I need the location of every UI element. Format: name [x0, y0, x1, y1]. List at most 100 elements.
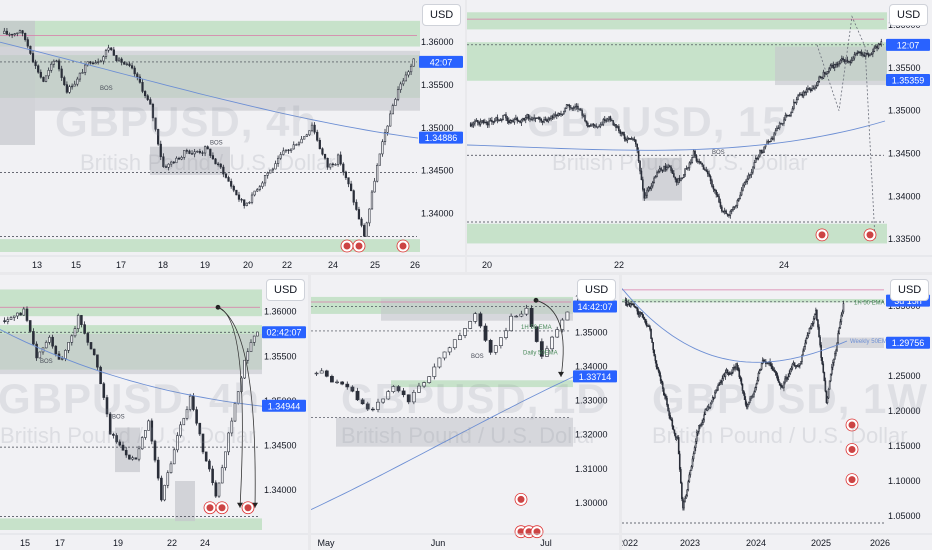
projection-path	[816, 15, 876, 240]
candle-body	[172, 449, 176, 465]
chart-panel-3[interactable]: BOSBOS1.360001.355001.350001.345001.3400…	[0, 275, 308, 550]
candle-body	[849, 61, 852, 63]
event-icon	[530, 525, 544, 539]
candle-body	[128, 63, 131, 66]
candle-body	[746, 178, 749, 182]
candle-body	[575, 105, 578, 108]
candle-body	[802, 91, 805, 97]
candle-body	[712, 186, 715, 190]
chart-svg[interactable]: BOSBOS1.360001.355001.350001.345001.3400…	[0, 275, 308, 550]
candle-body	[120, 58, 123, 63]
candle-body	[711, 397, 714, 403]
candle-body	[339, 154, 342, 165]
currency-button[interactable]: USD	[422, 4, 462, 26]
candle-body	[154, 117, 157, 130]
candle-body	[595, 125, 598, 128]
candle-body	[360, 218, 363, 226]
candle-body	[159, 143, 162, 158]
candle-body	[386, 391, 391, 400]
price-badge	[419, 131, 463, 144]
candle-body	[514, 315, 519, 318]
candle-body	[657, 368, 660, 372]
candle-body	[661, 382, 664, 389]
candle-body	[718, 196, 720, 203]
candle-body	[755, 383, 758, 388]
candle-body	[237, 194, 241, 200]
candle-body	[833, 358, 835, 363]
candle-body	[287, 149, 290, 152]
chart-panel-2[interactable]: BOS1.360001.355001.350001.345001.340001.…	[467, 0, 932, 272]
candle-body	[818, 326, 820, 338]
candle-body	[572, 107, 575, 109]
candle-body	[634, 139, 637, 145]
candle-body	[732, 367, 734, 373]
candle-body	[44, 75, 48, 82]
candle-body	[321, 148, 324, 155]
candle-body	[581, 110, 583, 116]
candle-body	[601, 124, 603, 126]
candle-body	[488, 120, 490, 126]
candle-body	[733, 206, 736, 208]
candle-body	[149, 99, 152, 105]
currency-button[interactable]: USD	[890, 279, 930, 301]
candle-body	[495, 117, 497, 122]
candle-body	[678, 453, 681, 470]
candle-body	[664, 165, 667, 170]
candle-body	[598, 125, 600, 128]
price-zone	[35, 50, 420, 111]
currency-button[interactable]: USD	[266, 279, 306, 301]
candle-body	[771, 365, 774, 370]
candle-body	[672, 425, 675, 431]
candle-body	[526, 114, 528, 118]
candle-body	[491, 119, 493, 122]
candle-body	[493, 345, 498, 353]
candle-body	[11, 33, 14, 36]
candle-body	[151, 104, 155, 119]
candle-body	[579, 108, 582, 111]
candle-body	[574, 106, 576, 108]
currency-button[interactable]: USD	[577, 279, 617, 301]
candle-body	[839, 321, 842, 329]
candle-body	[665, 395, 667, 399]
candle-body	[790, 367, 793, 370]
candle-body	[833, 64, 836, 68]
candle-body	[855, 52, 857, 55]
chart-panel-1[interactable]: BOS BOS 1.36000 1.35500 1.35000 1.34500 1.3400…	[0, 0, 465, 272]
candle-body	[761, 151, 764, 154]
y-tick-label: 1.34500	[888, 149, 921, 159]
currency-button[interactable]: USD	[889, 4, 929, 26]
candle-body	[812, 318, 815, 324]
y-tick-label: 1.34000	[888, 191, 921, 201]
candle-body	[825, 73, 828, 75]
candle-body	[65, 84, 68, 93]
candle-body	[162, 156, 165, 167]
candle-body	[791, 108, 794, 114]
candle-body	[828, 68, 830, 72]
x-tick-label: 19	[200, 260, 210, 270]
candle-body	[211, 155, 215, 160]
candle-body	[365, 222, 368, 237]
candle-body	[355, 390, 360, 401]
candle-body	[271, 168, 274, 171]
candle-body	[417, 385, 421, 393]
candle-body	[835, 63, 837, 66]
candle-body	[824, 71, 826, 75]
candle-body	[650, 185, 653, 190]
candle-body	[292, 144, 295, 150]
candle-body	[716, 389, 718, 392]
candle-body	[739, 376, 742, 380]
candle-body	[479, 121, 482, 125]
chart-svg[interactable]: BOS1.360001.355001.350001.345001.340001.…	[467, 0, 932, 272]
candle-body	[105, 397, 109, 415]
candle-body	[308, 130, 311, 136]
candle-body	[297, 142, 301, 145]
candle-body	[783, 119, 785, 124]
chart-svg[interactable]: BOSBOS1.360001.355001.350001.345001.3400…	[0, 0, 465, 272]
candle-body	[778, 382, 781, 386]
candle-body	[726, 369, 729, 373]
price-zone	[336, 417, 573, 447]
